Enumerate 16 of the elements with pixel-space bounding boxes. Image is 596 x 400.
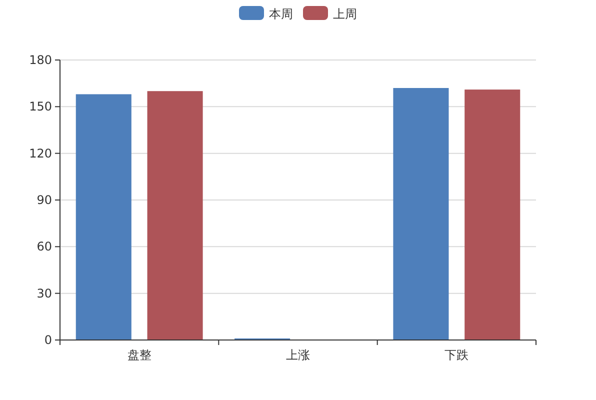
bar bbox=[76, 94, 132, 340]
legend-label: 上周 bbox=[333, 7, 357, 21]
y-tick-label: 150 bbox=[29, 100, 52, 114]
bar bbox=[147, 91, 203, 340]
legend-label: 本周 bbox=[269, 7, 293, 21]
x-tick-label: 下跌 bbox=[444, 348, 469, 362]
y-tick-label: 180 bbox=[29, 53, 52, 67]
bar bbox=[464, 90, 520, 340]
y-tick-label: 90 bbox=[36, 193, 52, 207]
y-tick-label: 120 bbox=[29, 146, 52, 160]
x-tick-label: 盘整 bbox=[127, 348, 152, 362]
y-tick-label: 0 bbox=[44, 333, 52, 347]
y-tick-label: 60 bbox=[36, 240, 52, 254]
y-tick-label: 30 bbox=[36, 286, 52, 300]
bar bbox=[393, 88, 449, 340]
x-tick-label: 上涨 bbox=[286, 348, 310, 362]
